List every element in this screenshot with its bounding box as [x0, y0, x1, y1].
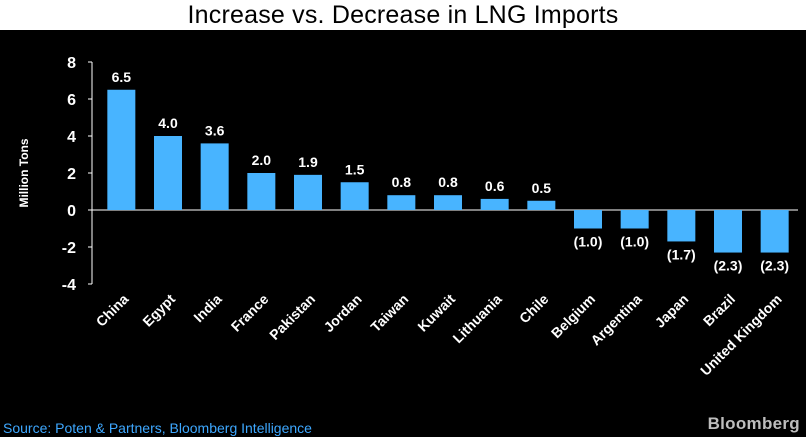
category-label: Lithuania: [449, 291, 504, 346]
chart-title: Increase vs. Decrease in LNG Imports: [187, 1, 619, 29]
y-tick-label: 2: [67, 166, 76, 183]
source-note: Source: Poten & Partners, Bloomberg Inte…: [3, 420, 312, 436]
category-label: India: [190, 291, 225, 326]
y-tick-label: 0: [67, 203, 76, 220]
category-label: Taiwan: [367, 291, 411, 335]
category-label: Pakistan: [266, 291, 318, 343]
data-label: 4.0: [158, 115, 178, 131]
bar: [760, 210, 789, 253]
bloomberg-logo: Bloomberg: [707, 414, 800, 433]
bar: [340, 182, 369, 210]
bar: [200, 143, 229, 210]
data-label: (1.0): [574, 234, 603, 250]
title-band: Increase vs. Decrease in LNG Imports: [0, 0, 806, 30]
bar: [154, 136, 182, 210]
category-label: Japan: [652, 291, 692, 331]
data-label: 0.5: [532, 180, 552, 196]
data-label: (1.7): [667, 246, 696, 262]
category-label: United Kingdom: [697, 291, 785, 379]
y-tick-label: 8: [67, 55, 76, 72]
bar: [434, 195, 462, 210]
data-label: (2.3): [714, 258, 743, 274]
y-axis-title: Million Tons: [17, 138, 31, 207]
category-label: Argentina: [587, 291, 645, 349]
data-label: 0.6: [485, 178, 505, 194]
category-label: Egypt: [139, 291, 178, 330]
data-label: 3.6: [205, 122, 225, 138]
data-label: 0.8: [392, 174, 412, 190]
category-label: Jordan: [320, 291, 364, 335]
data-label: (1.0): [620, 234, 649, 250]
bar: [387, 195, 416, 210]
category-label: China: [93, 291, 132, 330]
bar: [527, 200, 556, 210]
data-label: 1.5: [345, 161, 365, 177]
bar: [247, 173, 276, 210]
y-tick-label: 4: [67, 129, 76, 146]
bar: [294, 174, 322, 210]
y-tick-label: 6: [67, 92, 76, 109]
bar: [620, 210, 649, 229]
y-tick-label: -2: [62, 240, 76, 257]
data-label: 6.5: [112, 69, 132, 85]
bar: [107, 89, 136, 210]
bar: [667, 210, 696, 242]
category-label: Brazil: [700, 291, 738, 329]
bar: [574, 210, 602, 229]
data-label: 2.0: [252, 152, 272, 168]
category-label: Chile: [516, 291, 552, 327]
data-label: 0.8: [438, 174, 458, 190]
data-label: (2.3): [760, 258, 789, 274]
bar-chart: 8 6 4 2 0 -2 -4 Million Tons 6.5 China 4.0 Egypt 3.6…: [17, 55, 798, 379]
data-label: 1.9: [298, 154, 318, 170]
bar: [714, 210, 742, 253]
category-label: Kuwait: [414, 291, 458, 335]
y-tick-label: -4: [62, 277, 76, 294]
bar: [480, 198, 509, 210]
category-label: France: [228, 291, 272, 335]
